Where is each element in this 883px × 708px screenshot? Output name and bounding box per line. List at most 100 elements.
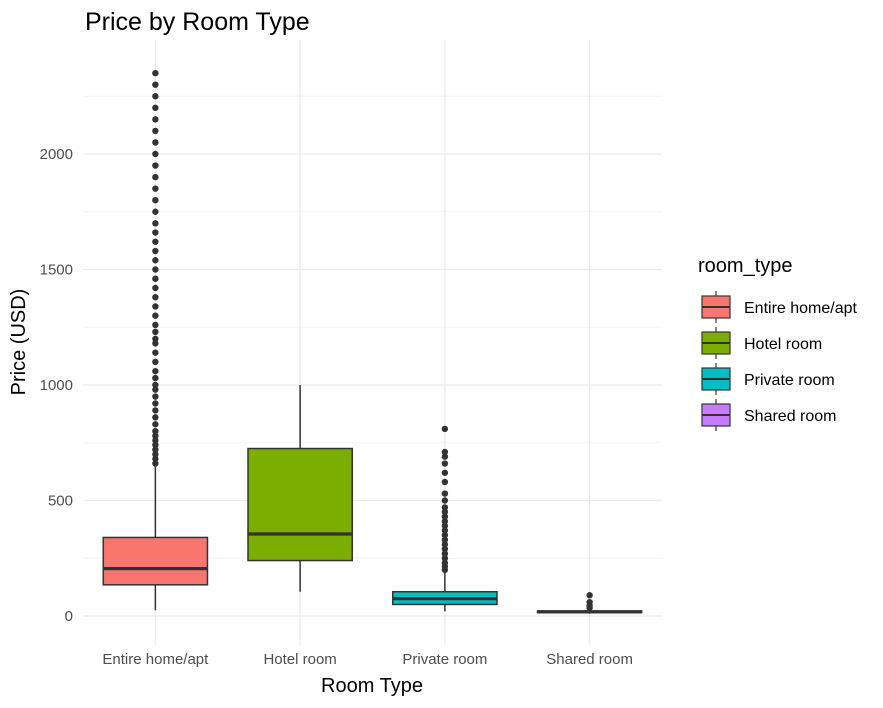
outlier-point (152, 460, 159, 467)
outlier-point (152, 197, 159, 204)
outlier-point (152, 321, 159, 329)
outlier-point (441, 545, 449, 553)
outlier-point (152, 414, 159, 421)
outlier-point (441, 478, 449, 486)
outlier-point (152, 437, 159, 444)
outlier-point (152, 428, 159, 435)
outlier-point (152, 173, 159, 181)
outlier-point (152, 93, 159, 100)
outlier-point (441, 536, 449, 543)
outlier-point (586, 592, 593, 599)
outlier-point (152, 266, 159, 273)
x-tick-label: Private room (402, 651, 487, 668)
outlier-point (152, 69, 159, 77)
outlier-point (152, 104, 159, 112)
box (247, 447, 353, 562)
y-axis-ticks: 0 500 1000 1500 2000 (40, 146, 73, 625)
outlier-point (441, 448, 449, 456)
x-tick-label: Hotel room (263, 651, 336, 668)
outlier-point (152, 127, 159, 135)
outlier-point (441, 555, 449, 562)
outlier-point (152, 185, 159, 192)
outlier-point (152, 116, 159, 123)
y-tick-label: 2000 (40, 146, 73, 163)
outlier-point (152, 139, 159, 146)
chart-title: Price by Room Type (85, 8, 310, 36)
legend-title: room_type (698, 255, 793, 277)
outlier-point (152, 303, 159, 310)
y-axis-title: Price (USD) (8, 289, 30, 396)
outlier-point (152, 441, 159, 449)
outlier-point (441, 513, 449, 520)
outlier-point (152, 312, 159, 319)
outlier-point (441, 527, 449, 534)
y-tick-label: 0 (65, 608, 73, 625)
outlier-point (152, 220, 159, 227)
outlier-point (152, 446, 159, 453)
outlier-point (152, 275, 159, 282)
outlier-point (441, 497, 449, 504)
box-group (247, 385, 353, 592)
outlier-point (152, 340, 159, 347)
outlier-point (441, 504, 449, 511)
outlier-point (152, 238, 159, 245)
y-tick-label: 500 (48, 493, 73, 510)
outlier-point (152, 349, 159, 356)
box-series (102, 69, 643, 614)
outlier-point (152, 328, 159, 336)
outlier-point (152, 386, 159, 393)
y-tick-label: 1500 (40, 262, 73, 279)
outlier-point (441, 453, 449, 460)
outlier-point (441, 559, 449, 567)
y-tick-label: 1000 (40, 377, 73, 394)
box-group (536, 592, 643, 614)
outlier-point (152, 381, 159, 389)
outlier-point (152, 367, 159, 375)
outlier-point (441, 550, 449, 557)
legend: room_type Entire home/apt Hotel room Priva… (698, 255, 858, 431)
outlier-point (441, 531, 449, 539)
outlier-point (152, 257, 159, 264)
outlier-point (152, 150, 159, 158)
outlier-point (152, 393, 159, 400)
x-tick-label: Shared room (546, 651, 633, 668)
outlier-point (152, 455, 159, 463)
outlier-point (152, 208, 159, 215)
legend-label: Entire home/apt (744, 300, 858, 317)
outlier-point (152, 374, 159, 382)
outlier-point (441, 541, 449, 548)
x-tick-label: Entire home/apt (102, 651, 209, 668)
outlier-point (152, 284, 159, 292)
legend-label: Shared room (744, 408, 837, 425)
x-axis-title: Room Type (321, 675, 423, 697)
outlier-point (152, 358, 159, 366)
outlier-point (152, 451, 159, 458)
outlier-point (152, 335, 159, 342)
outlier-point (441, 508, 449, 516)
outlier-point (152, 400, 159, 407)
outlier-point (441, 518, 449, 525)
box-group (392, 425, 498, 612)
outlier-point (152, 229, 159, 236)
outlier-point (152, 247, 159, 255)
legend-item: Hotel room (701, 327, 822, 359)
outlier-point (441, 425, 449, 433)
outlier-point (586, 598, 593, 606)
outlier-point (152, 162, 159, 169)
outlier-point (152, 294, 159, 301)
outlier-point (441, 490, 449, 497)
legend-item: Entire home/apt (701, 291, 858, 323)
outlier-point (441, 460, 449, 467)
outlier-point (441, 469, 449, 476)
outlier-point (152, 421, 159, 428)
box (102, 536, 209, 586)
legend-label: Hotel room (744, 336, 822, 353)
legend-item: Shared room (701, 399, 837, 431)
outlier-point (152, 407, 159, 414)
legend-item: Private room (701, 363, 835, 395)
outlier-point (441, 522, 449, 530)
box-group (102, 69, 209, 611)
outlier-point (152, 81, 159, 88)
outlier-point (152, 432, 159, 440)
